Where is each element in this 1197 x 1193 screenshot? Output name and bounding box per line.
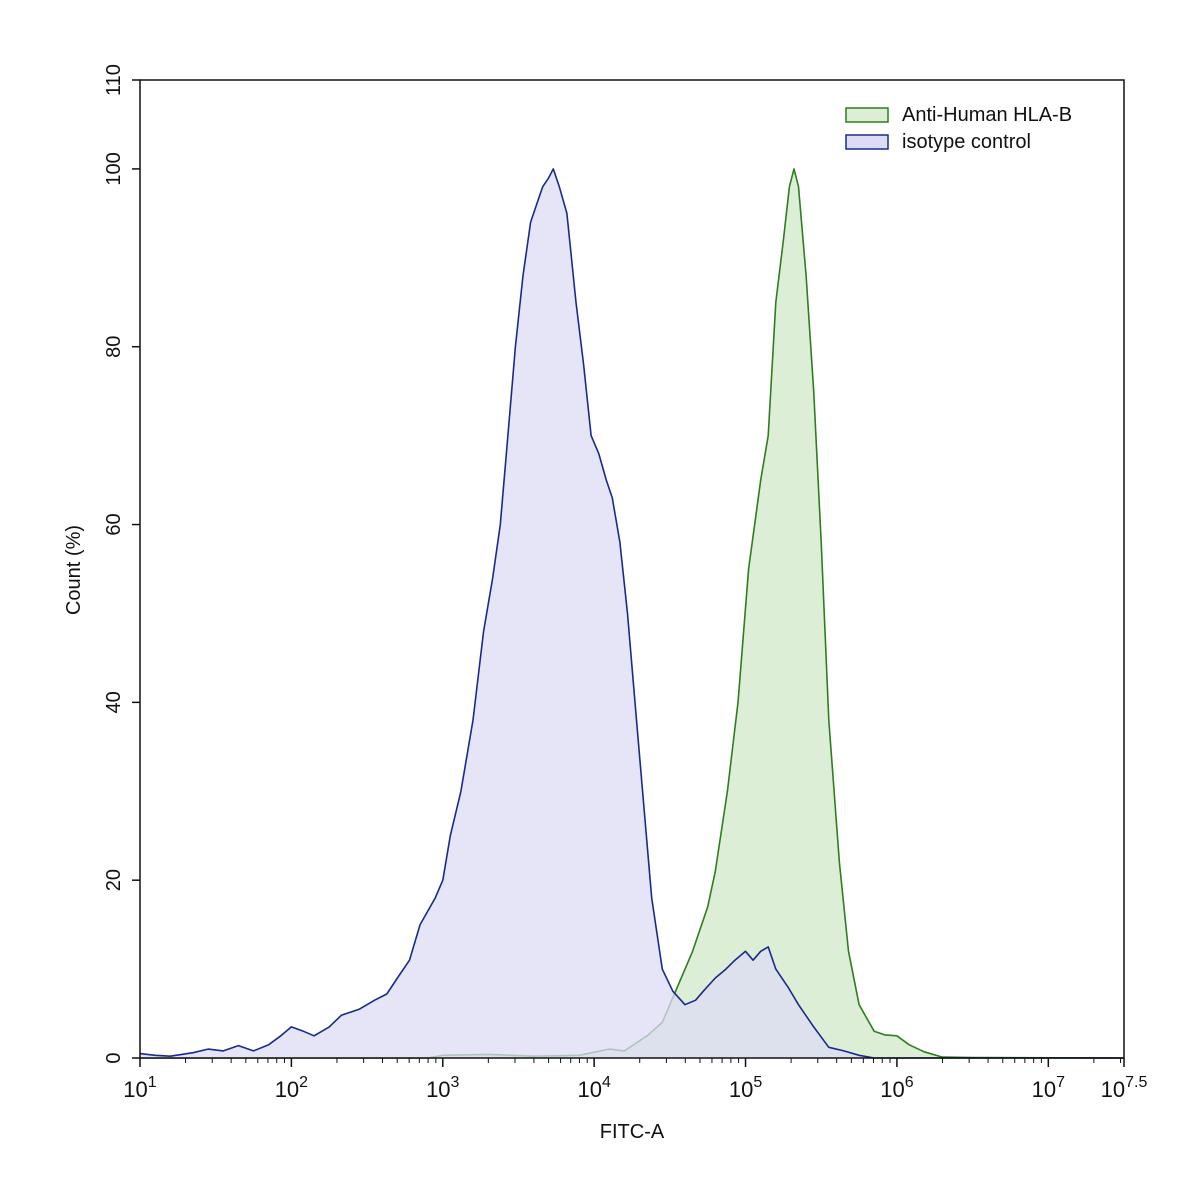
y-axis-label: Count (%) bbox=[63, 525, 85, 615]
x-tick-label: 104 bbox=[577, 1074, 610, 1102]
series-line-1 bbox=[139, 168, 1124, 1059]
legend-label: isotype control bbox=[902, 131, 1031, 153]
x-tick-label: 101 bbox=[123, 1074, 156, 1102]
y-tick-label: 20 bbox=[103, 869, 125, 891]
legend-swatch bbox=[845, 107, 889, 123]
y-tick-label: 100 bbox=[103, 152, 125, 185]
series-layer bbox=[139, 168, 1125, 1059]
legend-label: Anti-Human HLA-B bbox=[902, 104, 1072, 126]
x-tick-label: 102 bbox=[275, 1074, 308, 1102]
x-axis-label: FITC-A bbox=[600, 1121, 665, 1143]
x-tick-label: 103 bbox=[426, 1074, 459, 1102]
y-tick-label: 60 bbox=[103, 513, 125, 535]
x-axis: 101 102 103 104 105 106 107 107.5 bbox=[123, 1058, 1147, 1102]
y-axis: 0 20 40 60 80 100 110 bbox=[103, 64, 140, 1064]
series-area-1 bbox=[140, 168, 1124, 1058]
y-tick-label: 0 bbox=[103, 1052, 125, 1063]
x-tick-label: 107.5 bbox=[1101, 1074, 1148, 1102]
y-tick-label: 40 bbox=[103, 691, 125, 713]
plot-frame bbox=[139, 79, 1125, 1059]
x-tick-label: 105 bbox=[729, 1074, 762, 1102]
y-tick-label: 110 bbox=[103, 64, 125, 96]
legend-swatch bbox=[845, 134, 889, 150]
legend: Anti-Human HLA-B isotype control bbox=[845, 104, 1072, 153]
x-tick-label: 106 bbox=[880, 1074, 913, 1102]
x-tick-label: 107 bbox=[1032, 1074, 1065, 1102]
y-tick-label: 80 bbox=[103, 336, 125, 358]
